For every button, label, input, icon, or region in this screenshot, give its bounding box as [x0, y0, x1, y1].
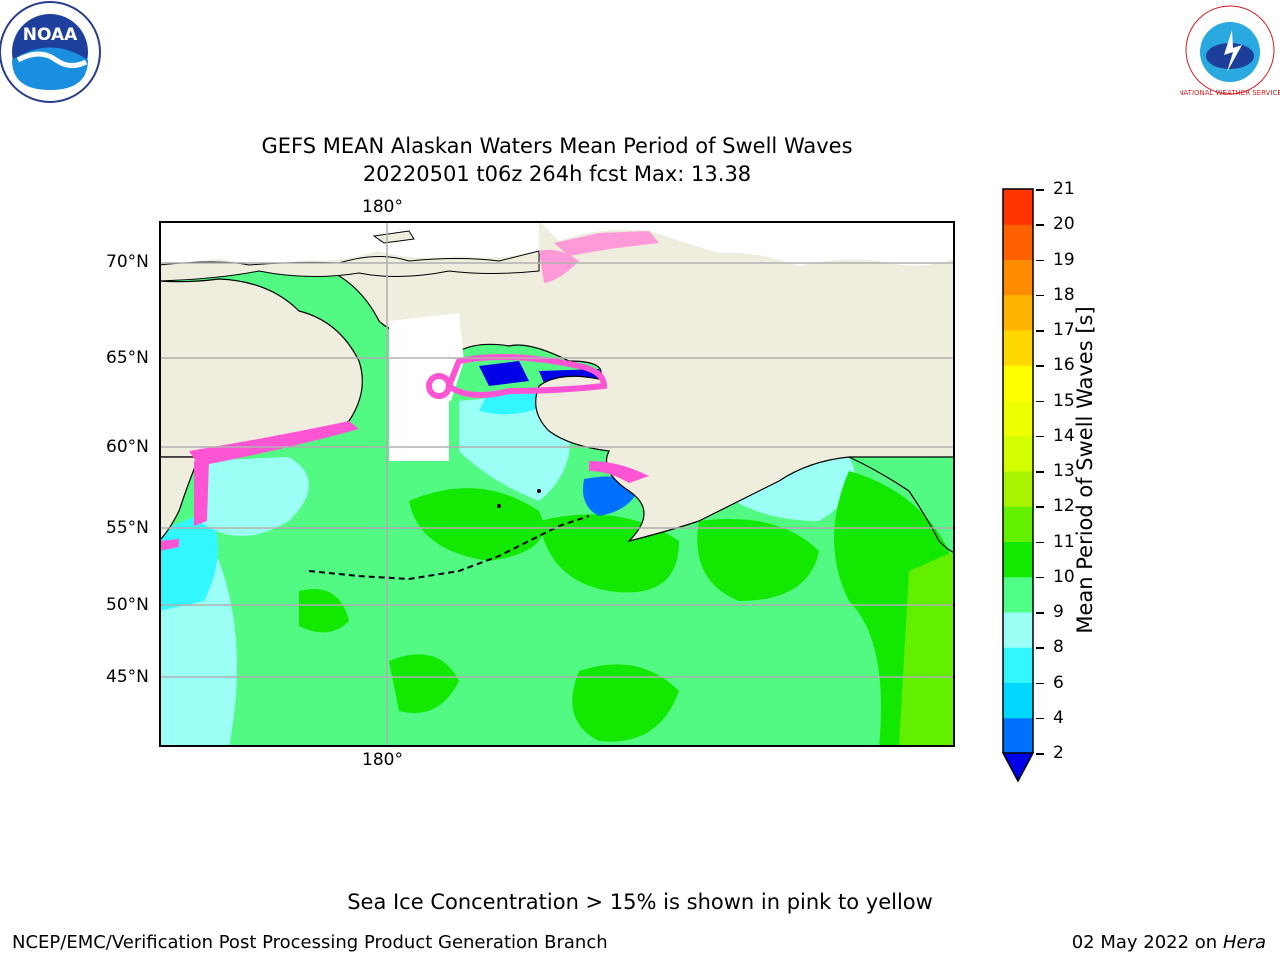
swell-zone	[389, 654, 459, 713]
noaa-logo: NOAA	[0, 0, 104, 104]
colorbar-segment	[1003, 365, 1033, 401]
nws-logo: NATIONAL WEATHER SERVICE	[1178, 0, 1280, 100]
date-text: 02 May 2022 on Hera	[1072, 932, 1266, 953]
lat-label: 55°N	[106, 518, 149, 538]
colorbar-segment	[1003, 294, 1033, 331]
swell-zone	[697, 519, 819, 601]
sea-ice	[539, 249, 579, 283]
noaa-logo-text: NOAA	[23, 25, 78, 45]
colorbar-segment	[1003, 435, 1033, 472]
colorbar-segment	[1003, 576, 1033, 613]
colorbar-tick-label: 14	[1053, 425, 1075, 446]
colorbar-tick-label: 11	[1053, 531, 1075, 552]
map-svg	[159, 221, 955, 747]
colorbar-tick	[1036, 612, 1044, 614]
colorbar-segment	[1003, 682, 1033, 719]
colorbar-tick	[1036, 541, 1044, 543]
map-frame	[159, 221, 955, 747]
sea-ice	[189, 421, 359, 466]
colorbar-tick-label: 10	[1053, 566, 1075, 587]
colorbar-segment	[1003, 506, 1033, 542]
sea-ice	[589, 461, 649, 483]
colorbar-segment	[1003, 471, 1033, 507]
colorbar-svg	[1001, 188, 1035, 783]
date-label: 02 May 2022 on	[1071, 932, 1218, 953]
sea-ice	[194, 461, 209, 526]
colorbar-segment	[1003, 224, 1033, 260]
colorbar-tick	[1036, 717, 1044, 720]
map-panel	[159, 221, 955, 747]
colorbar-under-arrow	[1001, 752, 1035, 783]
colorbar-segment	[1003, 541, 1033, 578]
colorbar-label: Mean Period of Swell Waves [s]	[1073, 306, 1097, 634]
colorbar-tick-label: 2	[1053, 743, 1064, 763]
colorbar-tick-label: 17	[1053, 320, 1075, 340]
colorbar-tick	[1036, 400, 1044, 402]
colorbar-tick-label: 15	[1053, 390, 1075, 411]
swell-zone	[479, 361, 529, 386]
colorbar-tick-label: 9	[1053, 602, 1064, 622]
nws-logo-text: NATIONAL WEATHER SERVICE	[1180, 89, 1280, 97]
lon-label-top: 180°	[362, 197, 403, 217]
colorbar-tick	[1036, 435, 1044, 438]
colorbar-tick-label: 6	[1053, 672, 1064, 693]
swell-zone	[899, 551, 955, 747]
colorbar-tick-label: 13	[1053, 461, 1075, 481]
colorbar-tick-label: 21	[1053, 179, 1075, 199]
swell-zone	[572, 664, 679, 742]
colorbar-tick	[1036, 224, 1044, 226]
colorbar-tick	[1036, 647, 1044, 649]
machine-name: Hera	[1222, 932, 1266, 953]
colorbar-segment	[1003, 647, 1033, 683]
colorbar-tick	[1036, 365, 1044, 367]
colorbar-segment	[1003, 330, 1033, 366]
lat-label: 45°N	[106, 667, 149, 687]
colorbar-segment	[1003, 717, 1033, 754]
swell-zone	[159, 511, 218, 611]
swell-zone	[299, 589, 349, 633]
lat-label: 60°N	[106, 437, 149, 457]
colorbar-tick-label: 18	[1053, 284, 1075, 305]
sea-ice	[554, 231, 659, 256]
colorbar	[1000, 186, 1036, 786]
arctic-ocean	[159, 221, 539, 265]
chart-subtitle: 20220501 t06z 264h fcst Max: 13.38	[362, 162, 752, 186]
colorbar-tick	[1036, 259, 1044, 261]
alaska-land	[159, 221, 955, 543]
colorbar-segment	[1003, 259, 1033, 296]
swell-zone	[199, 457, 309, 536]
chart-title: GEFS MEAN Alaskan Waters Mean Period of …	[261, 134, 853, 158]
lat-label: 70°N	[106, 252, 149, 272]
sea-ice-note: Sea Ice Concentration > 15% is shown in …	[347, 890, 933, 914]
swell-zone	[409, 488, 544, 561]
colorbar-tick-label: 8	[1053, 637, 1064, 658]
colorbar-segment	[1003, 612, 1033, 648]
colorbar-tick	[1036, 330, 1044, 332]
colorbar-tick	[1036, 576, 1044, 579]
colorbar-tick-label: 19	[1053, 249, 1075, 270]
colorbar-tick	[1036, 682, 1044, 684]
credit-text: NCEP/EMC/Verification Post Processing Pr…	[12, 932, 608, 953]
colorbar-tick	[1036, 753, 1044, 755]
colorbar-tick-label: 16	[1053, 355, 1075, 376]
lat-label: 50°N	[106, 595, 149, 615]
island	[372, 230, 415, 244]
colorbar-tick	[1036, 471, 1044, 473]
lat-label: 65°N	[106, 348, 149, 368]
colorbar-segment	[1003, 189, 1033, 225]
colorbar-tick-label: 12	[1053, 496, 1075, 517]
colorbar-frame	[1002, 188, 1034, 753]
colorbar-tick	[1036, 506, 1044, 508]
arctic-ocean	[539, 221, 955, 266]
sea-ice	[426, 373, 452, 399]
colorbar-tick-label: 20	[1053, 214, 1075, 235]
colorbar-tick	[1036, 189, 1044, 191]
colorbar-segment	[1003, 400, 1033, 437]
lon-label-bottom: 180°	[362, 750, 403, 770]
sea-ice	[159, 539, 179, 551]
graticule	[159, 221, 955, 747]
colorbar-tick-label: 4	[1053, 707, 1064, 728]
colorbar-tick	[1036, 294, 1044, 297]
